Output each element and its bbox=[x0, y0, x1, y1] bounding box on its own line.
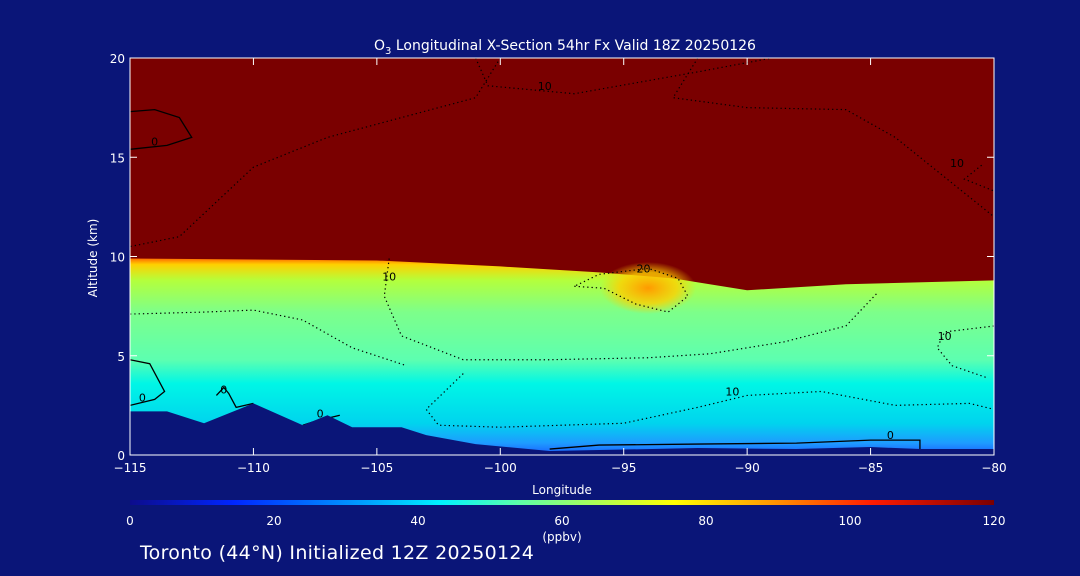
x-tick-label: −95 bbox=[611, 461, 636, 475]
contour-label: 10 bbox=[950, 157, 964, 170]
negative-contour-line bbox=[425, 373, 994, 428]
colorbar-tick-label: 40 bbox=[410, 514, 425, 528]
stratosphere-region bbox=[130, 58, 994, 291]
zero-contour-line bbox=[130, 359, 166, 407]
contour-label: 0 bbox=[887, 429, 894, 442]
forecast-info-footer: Toronto (44°N) Initialized 12Z 20250124 bbox=[140, 542, 535, 564]
terrain bbox=[130, 403, 994, 455]
colorbar-unit-label: (ppbv) bbox=[542, 530, 581, 544]
x-tick-label: −80 bbox=[981, 461, 1006, 475]
y-tick-label: 10 bbox=[110, 251, 125, 265]
contour-label: 0 bbox=[220, 383, 227, 396]
axes: −115 −110 −105 −100 −95 −90 −85 −80 0 5 10 15 20 bbox=[110, 52, 1007, 475]
x-tick-label: −85 bbox=[858, 461, 883, 475]
x-tick-label: −100 bbox=[484, 461, 517, 475]
contour-label: 20 bbox=[636, 262, 650, 275]
y-axis-label: Altitude (km) bbox=[86, 219, 100, 298]
colorbar-tick-label: 60 bbox=[554, 514, 569, 528]
y-tick-label: 15 bbox=[110, 151, 125, 165]
x-tick-label: −90 bbox=[734, 461, 759, 475]
colorbar bbox=[130, 500, 994, 505]
ozone-hotspot bbox=[600, 262, 696, 314]
contour-label: 0 bbox=[317, 407, 324, 420]
contour-label: 0 bbox=[139, 391, 146, 404]
colorbar-tick-label: 80 bbox=[698, 514, 713, 528]
x-tick-label: −105 bbox=[360, 461, 393, 475]
colorbar-ticks: 0 20 40 60 80 100 120 bbox=[126, 514, 1005, 528]
contour-label: 10 bbox=[538, 80, 552, 93]
y-tick-label: 5 bbox=[117, 350, 125, 364]
colorbar-tick-label: 120 bbox=[983, 514, 1006, 528]
zero-contour-line bbox=[549, 439, 921, 452]
y-tick-label: 0 bbox=[117, 449, 125, 463]
contour-label: 0 bbox=[151, 135, 158, 148]
contour-lines: 0 10 10 10 20 10 0 0 0 10 0 bbox=[130, 58, 994, 452]
y-tick-label: 20 bbox=[110, 52, 125, 66]
plot-field: 0 10 10 10 20 10 0 0 0 10 0 bbox=[130, 58, 994, 455]
colorbar-tick-label: 20 bbox=[266, 514, 281, 528]
contour-label: 10 bbox=[938, 330, 952, 343]
zero-contour-line bbox=[215, 386, 254, 409]
chart-title: O3 Longitudinal X-Section 54hr Fx Valid … bbox=[374, 38, 756, 57]
colorbar-tick-label: 0 bbox=[126, 514, 134, 528]
contour-label: 10 bbox=[725, 385, 739, 398]
colorbar-tick-label: 100 bbox=[839, 514, 862, 528]
x-tick-label: −110 bbox=[237, 461, 270, 475]
negative-contour-line bbox=[672, 58, 994, 218]
negative-contour-line bbox=[475, 58, 772, 95]
negative-contour-line bbox=[963, 164, 994, 192]
x-axis-label: Longitude bbox=[532, 483, 592, 497]
contour-label: 10 bbox=[382, 270, 396, 283]
zero-contour-line bbox=[130, 108, 193, 150]
x-tick-label: −115 bbox=[114, 461, 147, 475]
